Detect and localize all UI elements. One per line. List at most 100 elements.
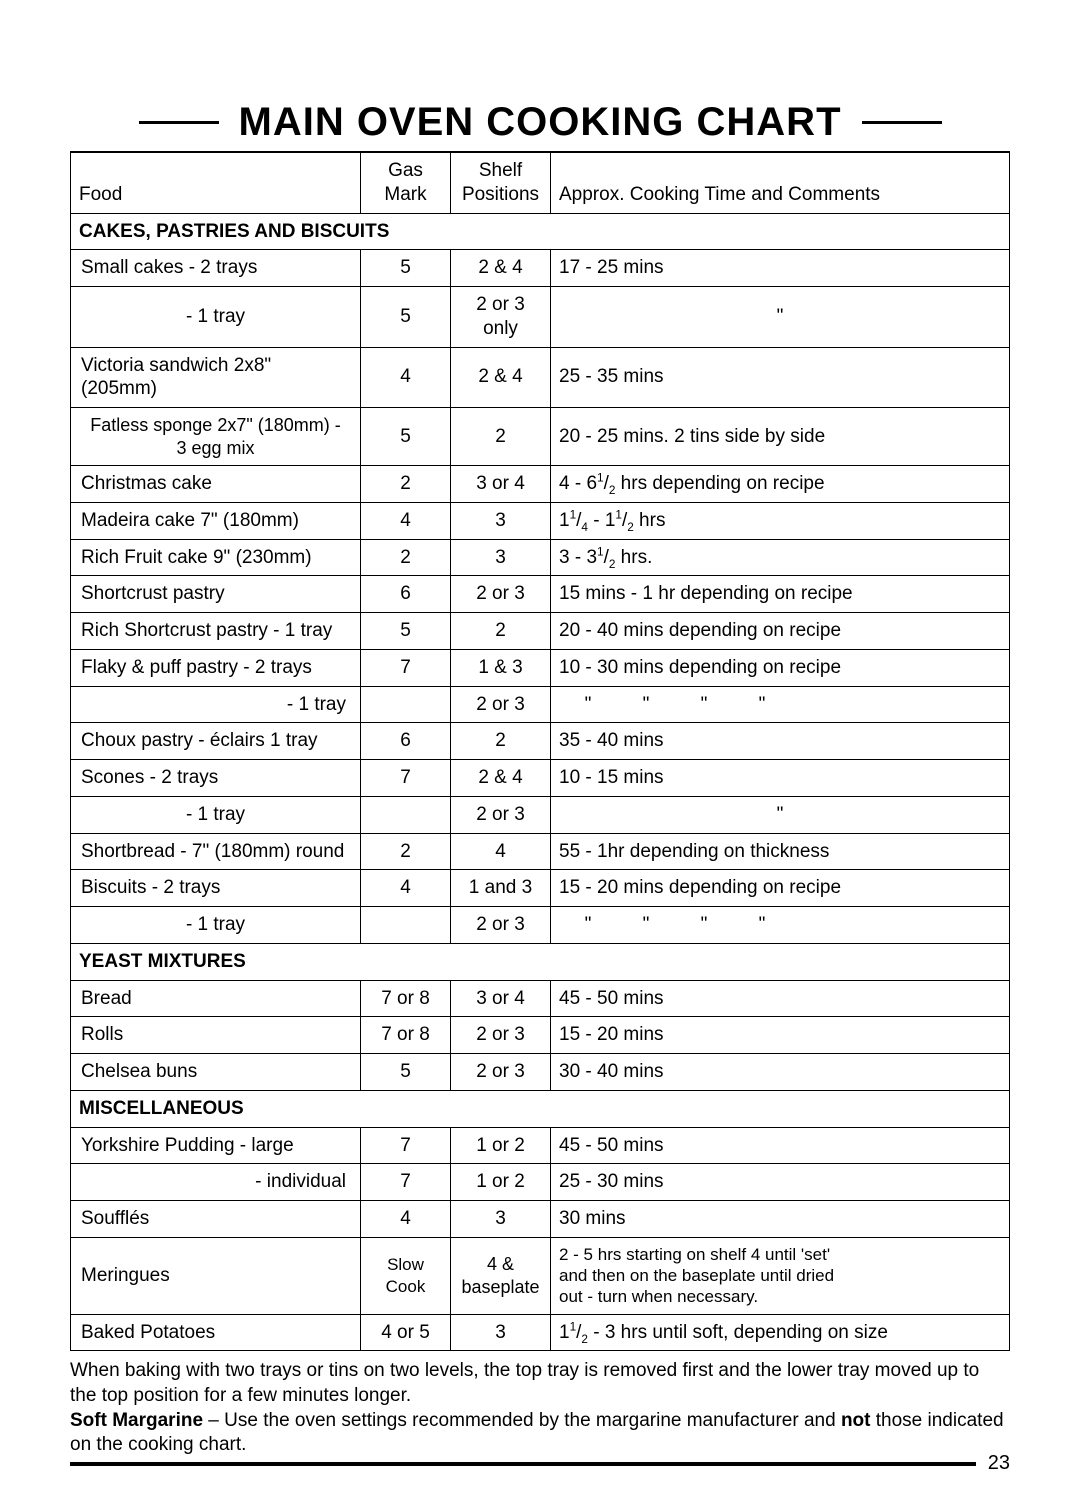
cell-gas [361,907,451,944]
time-post: hrs depending on recipe [615,473,824,494]
cell-gas: 5 [361,287,451,348]
cell-gas: 7 [361,649,451,686]
cell-food: Meringues [71,1237,361,1314]
note-2-mid: – Use the oven settings recommended by t… [203,1410,841,1431]
cell-shelf: 3 or 4 [451,466,551,503]
cell-gas: 5 [361,1054,451,1091]
cell-gas: 7 [361,760,451,797]
table-row: - 1 tray 2 or 3 """" [71,907,1010,944]
ditto-icon: " [559,913,617,937]
frac-num: 1 [597,472,604,485]
t: - 1 [588,510,615,531]
cell-time: 4 - 61/2 hrs depending on recipe [551,466,1010,503]
col-header-shelf-l1: Shelf [479,160,522,181]
note-1: When baking with two trays or tins on tw… [70,1360,979,1406]
shelf-l2: baseplate [461,1277,539,1297]
cell-food: Chelsea buns [71,1054,361,1091]
cell-shelf: 3 [451,1201,551,1238]
cell-food: Rolls [71,1017,361,1054]
ditto-marks: """" [559,913,799,937]
t: 1 [559,510,570,531]
cell-food: Baked Potatoes [71,1314,361,1351]
cell-shelf: 3 [451,1314,551,1351]
t: 1 [559,1322,570,1343]
fn: 1 [597,545,604,558]
ditto-marks: """" [559,693,799,717]
table-row: Bread 7 or 8 3 or 4 45 - 50 mins [71,980,1010,1017]
cell-food: Flaky & puff pastry - 2 trays [71,649,361,686]
cell-time: 10 - 15 mins [551,760,1010,797]
table-row: Small cakes - 2 trays 5 2 & 4 17 - 25 mi… [71,250,1010,287]
cell-shelf: 2 & 4 [451,250,551,287]
cell-shelf: 1 & 3 [451,649,551,686]
cell-shelf: 1 or 2 [451,1164,551,1201]
cell-food: Scones - 2 trays [71,760,361,797]
cell-gas: 7 [361,1164,451,1201]
footnotes: When baking with two trays or tins on tw… [70,1359,1010,1458]
section-row-misc: MISCELLANEOUS [71,1090,1010,1127]
cell-time: 11/4 - 11/2 hrs [551,502,1010,539]
shelf-l1: 4 & [487,1254,514,1274]
cell-time: 15 - 20 mins [551,1017,1010,1054]
cell-time: 2 - 5 hrs starting on shelf 4 until 'set… [551,1237,1010,1314]
cell-time: 3 - 31/2 hrs. [551,539,1010,576]
cell-time: 17 - 25 mins [551,250,1010,287]
cell-shelf: 3 [451,539,551,576]
cell-food: Shortbread - 7" (180mm) round [71,833,361,870]
cell-shelf: 2 or 3 [451,1017,551,1054]
table-row: Christmas cake 2 3 or 4 4 - 61/2 hrs dep… [71,466,1010,503]
cell-time: 20 - 40 mins depending on recipe [551,613,1010,650]
cell-gas [361,686,451,723]
page-footer: 23 [70,1452,1010,1475]
cell-time: 15 mins - 1 hr depending on recipe [551,576,1010,613]
table-row: Scones - 2 trays 7 2 & 4 10 - 15 mins [71,760,1010,797]
cooking-chart-table: Food Gas Mark Shelf Positions Approx. Co… [70,151,1010,1351]
cell-food: Shortcrust pastry [71,576,361,613]
cell-time: 11/2 - 3 hrs until soft, depending on si… [551,1314,1010,1351]
col-header-time: Approx. Cooking Time and Comments [551,152,1010,213]
cell-gas: 4 [361,502,451,539]
section-row-yeast: YEAST MIXTURES [71,943,1010,980]
table-row: Rich Fruit cake 9" (230mm) 2 3 3 - 31/2 … [71,539,1010,576]
cell-food-l2: 3 egg mix [176,438,254,458]
ditto-icon: " [675,913,733,937]
table-row: Chelsea buns 5 2 or 3 30 - 40 mins [71,1054,1010,1091]
cell-food: Biscuits - 2 trays [71,870,361,907]
cell-shelf: 2 or 3 [451,1054,551,1091]
col-header-shelf-l2: Positions [462,184,539,205]
table-row: Flaky & puff pastry - 2 trays 7 1 & 3 10… [71,649,1010,686]
cell-gas: 2 [361,539,451,576]
col-header-gas: Gas Mark [361,152,451,213]
col-header-gas-l1: Gas [388,160,423,181]
cell-shelf: 2 [451,723,551,760]
cell-time: 15 - 20 mins depending on recipe [551,870,1010,907]
cell-shelf: 3 [451,502,551,539]
cell-food: - 1 tray [71,796,361,833]
table-row: Yorkshire Pudding - large 7 1 or 2 45 - … [71,1127,1010,1164]
cell-time: """" [551,907,1010,944]
cell-gas: 6 [361,723,451,760]
t: 3 - 3 [559,547,597,568]
ditto-icon: " [675,693,733,717]
cell-gas: 5 [361,408,451,466]
cell-time: " [551,287,1010,348]
ditto-icon: " [559,693,617,717]
ditto-icon: " [733,913,791,937]
ditto-icon: " [733,693,791,717]
col-header-shelf: Shelf Positions [451,152,551,213]
cell-time: 10 - 30 mins depending on recipe [551,649,1010,686]
time-l2: and then on the baseplate until dried [559,1266,834,1285]
cell-food: Rich Fruit cake 9" (230mm) [71,539,361,576]
fn: 1 [570,508,577,521]
cell-food-l1: Fatless sponge 2x7" (180mm) - [90,415,341,435]
table-row: Baked Potatoes 4 or 5 3 11/2 - 3 hrs unt… [71,1314,1010,1351]
col-header-gas-l2: Mark [384,184,426,205]
cell-shelf: 4 [451,833,551,870]
col-header-food: Food [71,152,361,213]
table-row: Rolls 7 or 8 2 or 3 15 - 20 mins [71,1017,1010,1054]
table-row: - 1 tray 2 or 3 " [71,796,1010,833]
cell-shelf: 2 [451,408,551,466]
cell-gas: 4 [361,1201,451,1238]
cell-time: 20 - 25 mins. 2 tins side by side [551,408,1010,466]
ditto-icon: " [617,693,675,717]
